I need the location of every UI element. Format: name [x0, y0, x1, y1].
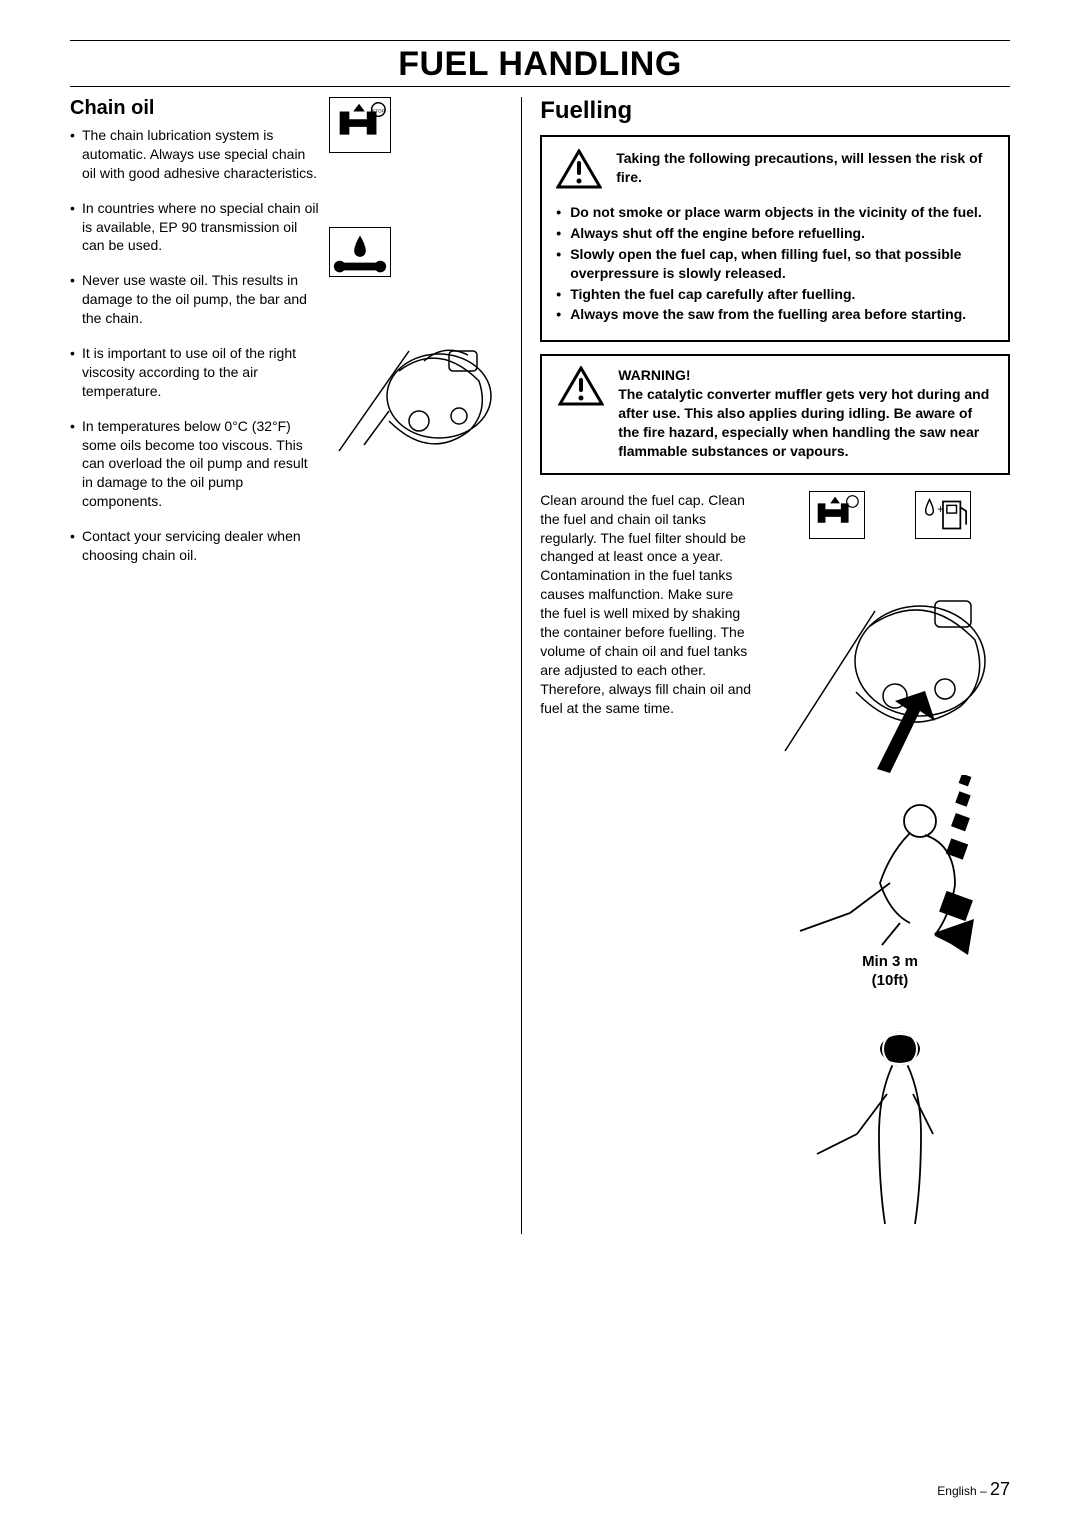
warning-box: WARNING! The catalytic converter muffler…: [540, 354, 1010, 474]
distance-label: Min 3 m (10ft): [862, 953, 918, 991]
page-footer: English – 27: [937, 1479, 1010, 1500]
distance-line1: Min 3 m: [862, 953, 918, 970]
footer-language: English –: [937, 1484, 990, 1498]
svg-text:+: +: [937, 504, 944, 516]
warning-triangle-icon: [556, 149, 602, 189]
main-title: FUEL HANDLING: [70, 45, 1010, 84]
chainsaw-top-view-icon: [775, 551, 1005, 781]
body-row: Clean around the fuel cap. Clean the fue…: [540, 491, 1010, 1235]
precaution-item: Tighten the fuel cap carefully after fue…: [556, 285, 994, 304]
bullet-item: Never use waste oil. This results in dam…: [70, 271, 319, 328]
sub-rule: [70, 86, 1010, 87]
warning-triangle-icon: [558, 366, 604, 406]
distance-arrow-icon: [934, 785, 974, 955]
stop-hand-icon: [809, 491, 865, 539]
person-standing-icon: [805, 1024, 975, 1234]
chainsaw-illustration: [329, 311, 504, 471]
fuel-pump-icon: +: [915, 491, 971, 539]
precaution-box: Taking the following precautions, will l…: [540, 135, 1010, 342]
stop-hand-icon: STOP: [329, 97, 391, 153]
precaution-item: Do not smoke or place warm objects in th…: [556, 203, 994, 222]
warning-title: WARNING!: [618, 366, 992, 385]
precaution-item: Slowly open the fuel cap, when filling f…: [556, 245, 994, 283]
precaution-lead-text: Taking the following precautions, will l…: [616, 149, 994, 187]
precaution-item: Always move the saw from the fuelling ar…: [556, 305, 994, 324]
page-container: FUEL HANDLING Chain oil The chain lubric…: [0, 0, 1080, 1528]
distance-line2: (10ft): [872, 972, 909, 989]
fuelling-body-text: Clean around the fuel cap. Clean the fue…: [540, 491, 756, 1235]
top-rule: [70, 40, 1010, 41]
warning-text: WARNING! The catalytic converter muffler…: [618, 366, 992, 460]
column-left: Chain oil The chain lubrication system i…: [70, 97, 521, 1234]
content-row: Chain oil The chain lubrication system i…: [70, 97, 1010, 1234]
svg-text:STOP: STOP: [372, 108, 385, 114]
bullet-item: It is important to use oil of the right …: [70, 344, 319, 401]
bullet-item: Contact your servicing dealer when choos…: [70, 527, 319, 565]
precaution-header: Taking the following precautions, will l…: [556, 149, 994, 189]
icon-row: +: [809, 491, 971, 539]
page-number: 27: [990, 1479, 1010, 1499]
chain-oil-heading: Chain oil: [70, 97, 319, 120]
left-text-block: Chain oil The chain lubrication system i…: [70, 97, 319, 1234]
bullet-item: In countries where no special chain oil …: [70, 199, 319, 256]
precaution-bullets: Do not smoke or place warm objects in th…: [556, 203, 994, 324]
warning-body: The catalytic converter muffler gets ver…: [618, 386, 989, 459]
left-image-column: STOP: [329, 97, 509, 1234]
bullet-item: The chain lubrication system is automati…: [70, 126, 319, 183]
chain-oil-bullets: The chain lubrication system is automati…: [70, 126, 319, 565]
column-right: Fuelling Taking the following precaution…: [521, 97, 1010, 1234]
fuelling-heading: Fuelling: [540, 97, 1010, 125]
oil-drop-icon: [329, 227, 391, 277]
right-image-column: +: [770, 491, 1010, 1235]
precaution-item: Always shut off the engine before refuel…: [556, 224, 994, 243]
bullet-item: In temperatures below 0°C (32°F) some oi…: [70, 417, 319, 511]
